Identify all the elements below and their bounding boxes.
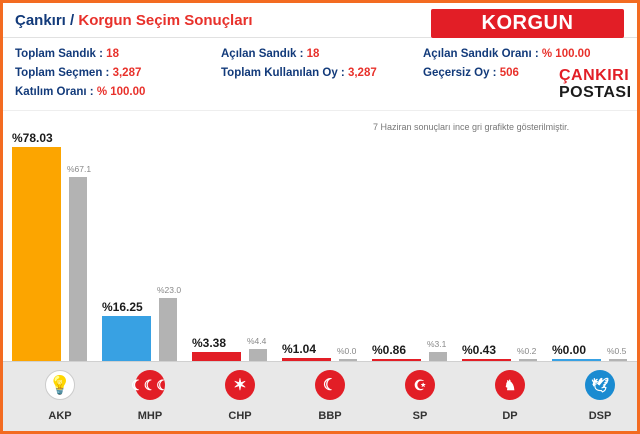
chart-note: 7 Haziran sonuçları ince gri grafikte gö… — [373, 122, 570, 132]
page-title: Çankırı / Korgun Seçim Sonuçları — [15, 12, 253, 29]
stat-value: 18 — [306, 48, 320, 60]
bar-dsp — [552, 359, 601, 361]
bar-prev-label-dp: %0.2 — [517, 346, 537, 356]
bar-dp — [462, 359, 511, 361]
stat-value: % 100.00 — [541, 48, 591, 60]
stat-label: Toplam Sandık : — [15, 48, 103, 60]
bar-label-dp: %0.43 — [462, 343, 497, 357]
bar-akp — [12, 147, 61, 361]
dp-horse-icon: ♞ — [495, 370, 525, 400]
bar-label-chp: %3.38 — [192, 335, 227, 350]
party-name: AKP — [48, 410, 72, 422]
title-text: Korgun Seçim Sonuçları — [78, 12, 253, 29]
district-badge: KORGUN — [431, 9, 624, 38]
party-sp[interactable]: ☪ SP — [375, 362, 465, 431]
stat-label: Toplam Kullanılan Oy : — [221, 67, 345, 79]
bar-prev-chp — [249, 348, 267, 361]
bar-prev-label-bbp: %0.0 — [337, 346, 357, 356]
bar-prev-mhp — [159, 297, 177, 361]
bar-prev-dp — [519, 359, 537, 361]
sp-crescent-star-icon: ☪ — [405, 370, 435, 400]
bar-prev-bbp — [339, 359, 357, 361]
akp-bulb-icon: 💡 — [45, 370, 75, 400]
party-name: MHP — [137, 410, 163, 422]
party-name: SP — [412, 410, 428, 422]
party-akp[interactable]: 💡 AKP — [15, 362, 105, 431]
stat-value: 3,287 — [347, 67, 377, 79]
bar-prev-dsp — [609, 359, 627, 361]
bar-label-dsp: %0.00 — [552, 343, 587, 357]
mhp-crescents-icon: ☾☾☾ — [131, 370, 169, 400]
stat-value: 506 — [499, 67, 519, 79]
party-bbp[interactable]: ☾ BBP — [285, 362, 375, 431]
dsp-dove-icon: 🕊 — [585, 370, 615, 400]
bar-prev-label-sp: %3.1 — [427, 339, 447, 350]
cankiri-postasi-logo[interactable]: ÇANKIRI POSTASI — [549, 67, 637, 109]
party-name: CHP — [228, 410, 252, 422]
panel-header: Çankırı / Korgun Seçim Sonuçları KORGUN — [3, 3, 637, 38]
bar-chp — [192, 351, 241, 361]
bar-mhp — [102, 316, 151, 361]
bar-label-sp: %0.86 — [372, 342, 407, 357]
party-mhp[interactable]: ☾☾☾ MHP — [105, 362, 195, 431]
bar-prev-label-chp: %4.4 — [247, 335, 267, 346]
bar-bbp — [282, 358, 331, 361]
stat-value: 18 — [106, 48, 119, 60]
title-city: Çankırı — [15, 12, 66, 29]
logo-line2: POSTASI — [559, 84, 632, 101]
bar-label-akp: %78.03 — [12, 131, 53, 145]
bar-prev-akp — [69, 176, 87, 361]
title-separator: / — [70, 12, 75, 29]
chp-arrows-icon: ✶ — [225, 370, 255, 400]
chart-area — [3, 110, 637, 361]
bbp-crescent-icon: ☾ — [315, 370, 345, 400]
party-name: DSP — [588, 410, 612, 422]
stat-value: 3,287 — [112, 67, 142, 79]
stats-block: Toplam Sandık : 18 Açılan Sandık : 18 Aç… — [3, 38, 637, 108]
party-strip: 💡 AKP ☾☾☾ MHP ✶ CHP ☾ BBP ☪ SP ♞ DP 🕊 DSP — [3, 361, 637, 431]
bar-prev-sp — [429, 352, 447, 361]
stat-label: Geçersiz Oy : — [423, 67, 497, 79]
party-dsp[interactable]: 🕊 DSP — [555, 362, 637, 431]
stat-katilim-orani: Katılım Oranı : % 100.00 — [15, 86, 145, 98]
stat-acilan-sandik-orani: Açılan Sandık Oranı : % 100.00 — [423, 48, 590, 60]
party-dp[interactable]: ♞ DP — [465, 362, 555, 431]
stat-gecersiz-oy: Geçersiz Oy : 506 — [423, 67, 519, 79]
stat-label: Açılan Sandık Oranı : — [423, 48, 539, 60]
bar-label-bbp: %1.04 — [282, 342, 317, 357]
stat-label: Toplam Seçmen : — [15, 67, 110, 79]
party-chp[interactable]: ✶ CHP — [195, 362, 285, 431]
bar-prev-label-mhp: %23.0 — [157, 284, 182, 295]
stat-toplam-sandik: Toplam Sandık : 18 — [15, 48, 119, 60]
stat-toplam-kullanilan-oy: Toplam Kullanılan Oy : 3,287 — [221, 67, 377, 79]
logo-line1: ÇANKIRI — [559, 67, 630, 84]
stat-acilan-sandik: Açılan Sandık : 18 — [221, 48, 319, 60]
bar-prev-label-dsp: %0.5 — [607, 346, 627, 356]
bar-label-mhp: %16.25 — [102, 300, 143, 315]
bar-prev-label-akp: %67.1 — [67, 163, 92, 174]
stat-label: Açılan Sandık : — [221, 48, 304, 60]
stat-value: % 100.00 — [96, 86, 146, 98]
stat-label: Katılım Oranı : — [15, 86, 94, 98]
party-name: DP — [502, 410, 518, 422]
party-name: BBP — [318, 410, 342, 422]
stat-toplam-secmen: Toplam Seçmen : 3,287 — [15, 67, 141, 79]
bar-sp — [372, 358, 421, 361]
